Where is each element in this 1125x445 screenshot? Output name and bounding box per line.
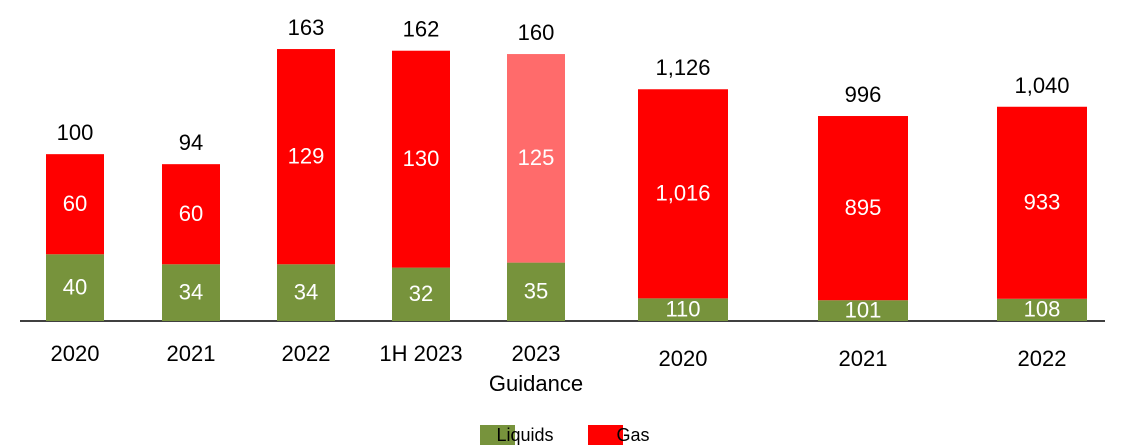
data-label: 34 [294, 279, 318, 304]
total-label: 100 [57, 120, 94, 145]
data-label: 40 [63, 274, 87, 299]
total-label: 163 [288, 15, 325, 40]
bar-segment [46, 254, 104, 321]
bar-segment [46, 154, 104, 255]
data-label: 129 [288, 143, 325, 168]
bar-segment [277, 49, 335, 265]
x-tick-label: 2021 [838, 346, 888, 371]
legend-label: Gas [616, 425, 649, 445]
legend-label: Liquids [496, 425, 553, 445]
data-label: 933 [1024, 190, 1061, 215]
bar-segment [997, 298, 1087, 321]
data-label: 60 [179, 201, 203, 226]
bar-segment [997, 106, 1087, 299]
data-label: 108 [1024, 297, 1061, 322]
total-label: 1,040 [1014, 73, 1069, 98]
bar-segment [818, 300, 908, 321]
data-label: 1,016 [655, 181, 710, 206]
x-tick-label: 2022 [1017, 346, 1067, 371]
data-label: 60 [63, 191, 87, 216]
x-tick-label: 2021 [166, 341, 216, 366]
legend-swatch [588, 425, 623, 445]
bar-segment [818, 116, 908, 301]
x-tick-label: 1H 2023 [379, 341, 463, 366]
data-label: 125 [518, 145, 555, 170]
x-tick-label: 2020 [50, 341, 100, 366]
bar-segment [507, 262, 565, 321]
x-tick-label: 2022 [281, 341, 331, 366]
data-label: 110 [665, 296, 700, 321]
total-label: 1,126 [655, 55, 710, 80]
bar-segment [392, 267, 450, 321]
bar-segment [638, 89, 728, 299]
data-label: 35 [524, 279, 548, 304]
total-label: 996 [845, 82, 882, 107]
x-tick-label: 2020 [658, 346, 708, 371]
total-label: 162 [403, 17, 440, 42]
bar-segment [277, 264, 335, 321]
bar-segment [162, 164, 220, 265]
x-tick-label: 2023 Guidance [488, 341, 584, 396]
data-label: 101 [845, 297, 882, 322]
total-label: 94 [179, 130, 203, 155]
bar-segment [638, 298, 728, 321]
legend-swatch [480, 425, 515, 445]
data-label: 34 [179, 279, 203, 304]
data-label: 130 [403, 146, 440, 171]
data-label: 895 [845, 195, 882, 220]
bar-segment [392, 50, 450, 268]
data-label: 32 [409, 281, 433, 306]
bar-segment [162, 264, 220, 321]
bar-segment [507, 54, 565, 263]
total-label: 160 [518, 20, 555, 45]
